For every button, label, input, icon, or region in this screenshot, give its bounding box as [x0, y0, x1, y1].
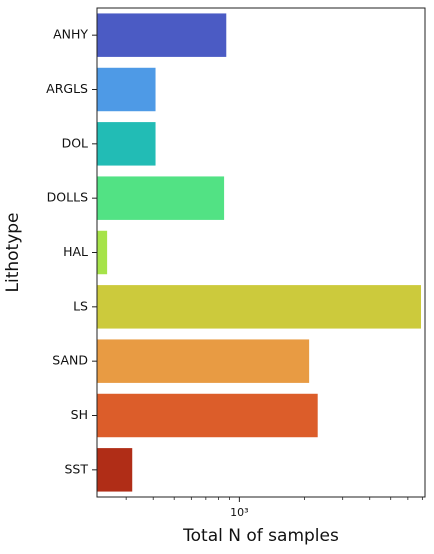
- bar-sand: [97, 339, 310, 383]
- ticks-layer: ANHY ARGLS DOL DOLLS HAL LS SAND SH SST 10³: [46, 27, 423, 519]
- bar-argls: [97, 67, 156, 112]
- y-tick-label-dolls: DOLLS: [47, 190, 88, 205]
- x-axis-title: Total N of samples: [182, 526, 339, 546]
- bars-layer: [97, 13, 421, 492]
- bar-anhy: [97, 13, 227, 57]
- y-tick-label-argls: ARGLS: [46, 81, 88, 96]
- y-tick-label-sand: SAND: [52, 353, 88, 368]
- bar-dolls: [97, 176, 225, 220]
- bar-hal: [97, 230, 108, 275]
- bar-ls: [97, 285, 421, 329]
- y-tick-label-sst: SST: [64, 461, 88, 476]
- bar-dol: [97, 122, 156, 166]
- y-tick-label-dol: DOL: [62, 135, 88, 150]
- y-tick-label-sh: SH: [71, 407, 88, 422]
- bar-sst: [97, 448, 133, 492]
- y-axis-title: Lithotype: [3, 212, 23, 292]
- bar-sh: [97, 393, 318, 438]
- y-tick-label-hal: HAL: [63, 244, 88, 259]
- x-tick-label: 10³: [230, 506, 248, 519]
- y-tick-label-anhy: ANHY: [53, 27, 88, 42]
- y-tick-label-ls: LS: [73, 298, 88, 313]
